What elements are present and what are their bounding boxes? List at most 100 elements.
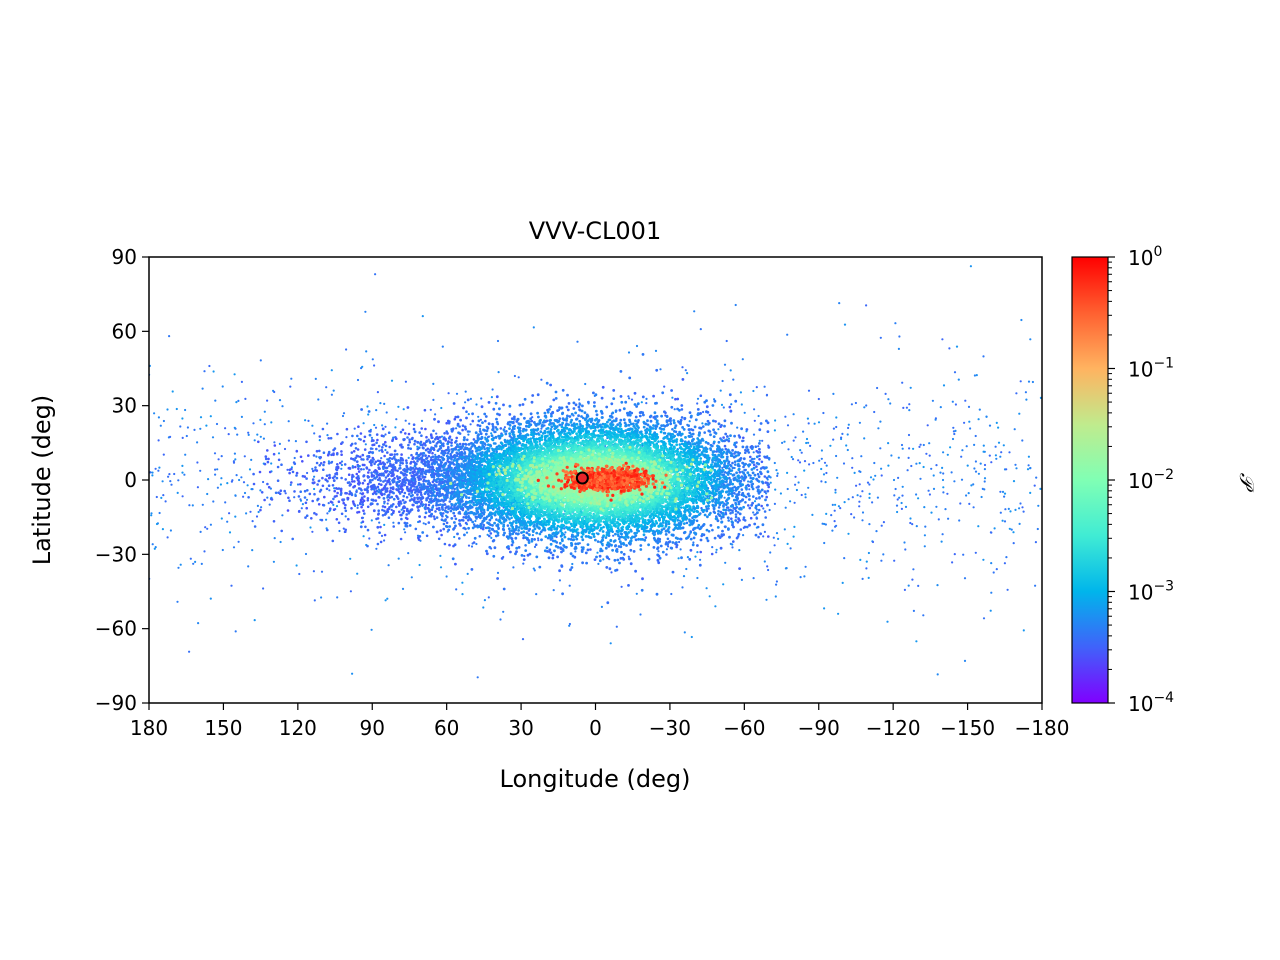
data-point bbox=[401, 498, 405, 502]
data-point bbox=[236, 433, 239, 436]
data-point bbox=[612, 534, 615, 537]
data-point bbox=[784, 506, 787, 509]
data-point bbox=[689, 531, 692, 534]
data-point bbox=[447, 440, 450, 443]
data-point bbox=[376, 391, 379, 394]
data-point bbox=[258, 470, 262, 474]
data-point bbox=[752, 511, 755, 514]
data-point bbox=[432, 398, 435, 401]
data-point bbox=[233, 426, 236, 429]
data-point bbox=[443, 542, 447, 546]
data-point bbox=[823, 461, 827, 464]
data-point bbox=[454, 517, 458, 521]
data-point bbox=[688, 533, 691, 536]
data-point bbox=[832, 392, 835, 395]
data-point bbox=[435, 507, 439, 511]
data-point bbox=[377, 444, 381, 448]
data-point bbox=[209, 597, 212, 600]
data-point bbox=[779, 492, 783, 495]
data-point bbox=[708, 413, 711, 417]
data-point bbox=[833, 509, 836, 512]
data-point bbox=[201, 387, 204, 390]
data-point bbox=[529, 437, 532, 441]
data-point bbox=[832, 438, 835, 441]
data-point bbox=[919, 477, 922, 480]
data-point bbox=[752, 433, 756, 436]
data-point bbox=[982, 450, 985, 453]
data-point bbox=[480, 463, 484, 467]
data-point bbox=[980, 495, 983, 499]
data-point bbox=[366, 499, 370, 502]
data-point bbox=[484, 419, 487, 423]
data-point bbox=[922, 614, 925, 617]
data-point bbox=[974, 470, 978, 473]
data-point bbox=[353, 480, 356, 483]
data-point bbox=[901, 494, 904, 497]
data-point bbox=[240, 476, 243, 479]
data-point bbox=[936, 584, 939, 587]
data-point bbox=[228, 531, 232, 534]
data-point bbox=[898, 496, 901, 499]
data-point bbox=[792, 439, 795, 442]
data-point bbox=[954, 429, 957, 432]
data-point bbox=[430, 508, 434, 512]
data-point bbox=[154, 467, 157, 470]
data-point bbox=[196, 486, 199, 489]
data-point bbox=[283, 447, 287, 451]
data-point bbox=[863, 437, 866, 440]
data-point bbox=[1001, 490, 1005, 493]
data-point bbox=[767, 485, 770, 489]
data-point bbox=[820, 449, 824, 452]
data-point bbox=[449, 452, 452, 456]
data-point bbox=[817, 421, 821, 424]
data-point bbox=[490, 396, 493, 399]
data-point bbox=[397, 405, 400, 408]
data-point bbox=[903, 588, 907, 592]
data-point bbox=[306, 489, 309, 492]
data-point bbox=[151, 543, 154, 546]
data-point bbox=[253, 619, 256, 622]
data-point bbox=[171, 390, 174, 393]
data-point bbox=[753, 408, 756, 411]
data-point bbox=[335, 487, 338, 490]
data-point bbox=[882, 521, 886, 524]
data-point bbox=[338, 529, 341, 533]
data-point bbox=[341, 414, 345, 418]
data-point bbox=[763, 510, 767, 513]
data-point bbox=[907, 584, 910, 587]
data-point bbox=[270, 462, 273, 465]
data-point bbox=[678, 443, 682, 446]
data-point bbox=[332, 389, 335, 392]
data-point bbox=[756, 472, 760, 476]
data-point bbox=[311, 481, 315, 485]
data-point bbox=[234, 458, 237, 461]
data-point bbox=[328, 489, 331, 492]
data-point bbox=[384, 448, 387, 452]
data-point bbox=[251, 488, 254, 491]
data-point bbox=[763, 530, 767, 534]
data-point bbox=[830, 514, 833, 517]
data-point bbox=[731, 466, 735, 470]
data-point bbox=[894, 487, 897, 491]
data-point bbox=[989, 609, 992, 612]
data-point bbox=[896, 498, 899, 501]
data-point bbox=[936, 673, 939, 676]
data-point bbox=[401, 587, 405, 591]
data-point bbox=[974, 460, 978, 463]
data-point bbox=[383, 484, 387, 488]
data-point bbox=[681, 366, 684, 369]
data-point bbox=[861, 490, 864, 493]
data-point bbox=[837, 505, 841, 508]
data-point bbox=[777, 537, 780, 541]
data-point bbox=[765, 492, 768, 495]
data-point bbox=[374, 460, 378, 464]
data-point bbox=[859, 558, 862, 562]
data-point bbox=[820, 467, 823, 471]
data-point bbox=[969, 427, 972, 430]
data-point bbox=[659, 368, 662, 371]
data-point bbox=[153, 547, 156, 550]
data-point bbox=[493, 530, 496, 533]
data-point bbox=[627, 351, 631, 354]
data-point bbox=[384, 425, 387, 428]
data-point bbox=[1003, 495, 1006, 498]
